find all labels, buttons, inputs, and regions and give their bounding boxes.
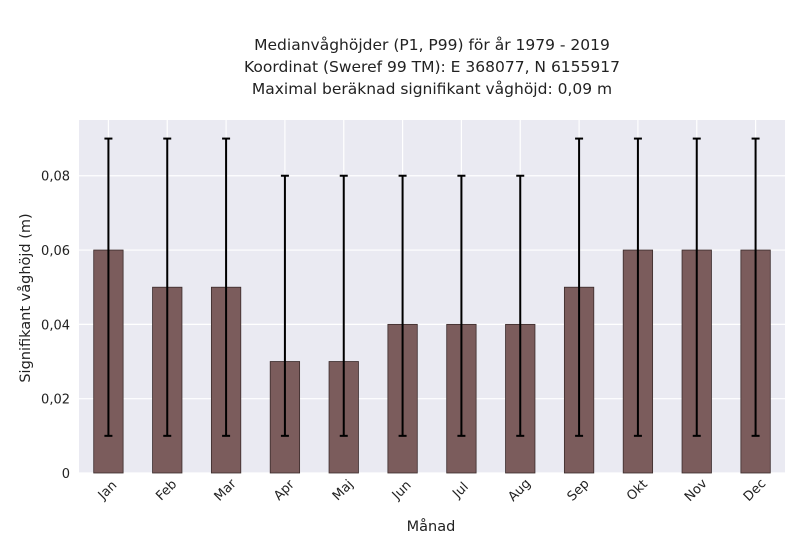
y-tick-labels: 0 0,02 0,04 0,06 0,08 (41, 170, 70, 482)
x-tick-labels: Jan Feb Mar Apr Maj Jun Jul Aug Sep Okt Nov Dec (95, 476, 769, 505)
x-axis-label: Månad (407, 518, 456, 535)
x-tick-label: Nov (682, 476, 711, 505)
chart-title: Medianvåghöjder (P1, P99) för år 1979 - … (0, 34, 800, 100)
y-tick-label: 0 (62, 467, 70, 482)
title-line-3: Maximal beräknad signifikant våghöjd: 0,… (251, 80, 613, 98)
y-axis-label: Signifikant våghöjd (m) (17, 213, 34, 382)
y-tick-label: 0,02 (41, 393, 70, 408)
title-line-2: Koordinat (Sweref 99 TM): E 368077, N 61… (244, 58, 620, 76)
y-tick-label: 0,08 (41, 170, 70, 185)
y-tick-label: 0,04 (41, 318, 70, 333)
error-bars (104, 137, 760, 437)
x-tick-label: Aug (505, 476, 534, 505)
x-tick-label: Jun (389, 478, 415, 504)
x-tick-label: Mar (212, 476, 240, 504)
x-tick-label: Sep (565, 477, 593, 505)
y-tick-label: 0,06 (41, 244, 70, 259)
x-tick-label: Okt (624, 477, 651, 504)
x-tick-label: Maj (330, 477, 357, 504)
x-tick-label: Jul (449, 480, 471, 502)
x-tick-label: Apr (271, 477, 298, 504)
x-tick-label: Feb (153, 477, 180, 504)
x-tick-label: Jan (95, 478, 120, 503)
plot-area (79, 120, 785, 473)
x-tick-label: Dec (741, 476, 769, 504)
title-line-1: Medianvåghöjder (P1, P99) för år 1979 - … (254, 36, 610, 54)
